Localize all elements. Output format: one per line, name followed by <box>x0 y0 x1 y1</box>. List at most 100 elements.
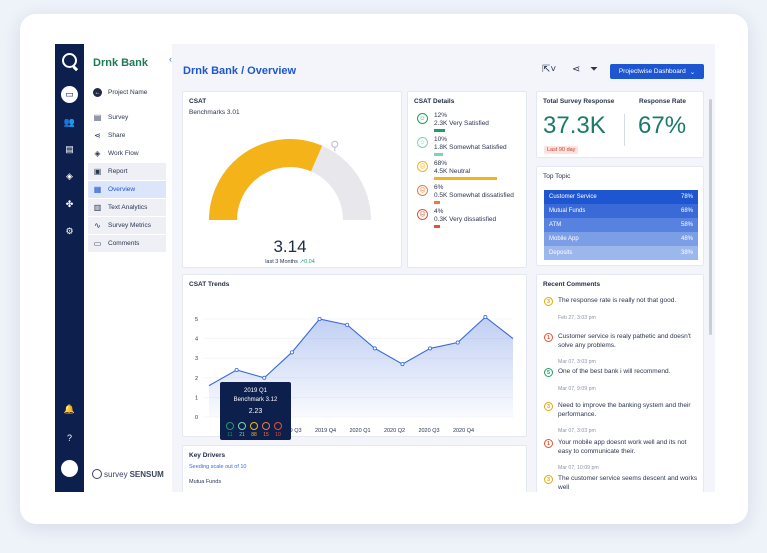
comment-score-badge: 3 <box>544 297 553 306</box>
help-icon[interactable]: ? <box>66 432 72 443</box>
sentiment-face-icon: ☹ <box>417 161 428 172</box>
sidebar-item-label: Work Flow <box>108 150 139 157</box>
topic-row[interactable]: Mutual Funds 68% <box>544 204 698 218</box>
share-icon[interactable]: ⋖ <box>572 64 581 75</box>
sidebar-item-survey-metrics[interactable]: ∿ Survey Metrics <box>88 217 166 234</box>
dashboard-button-label: Projectwise Dashboard <box>618 68 686 75</box>
trend-point <box>455 340 460 345</box>
project-sidebar: Drnk Bank ‹ ← Project Name ▤ Survey ⋖ Sh… <box>84 44 172 492</box>
topic-row[interactable]: ATM 58% <box>544 218 698 232</box>
key-drivers-subtitle: Seeding scale out of 10 <box>189 464 247 470</box>
trend-point <box>428 346 433 351</box>
trend-point <box>317 317 322 322</box>
line-chart-icon: ∿ <box>94 221 101 230</box>
tooltip-count: 21 <box>239 432 245 438</box>
y-tick-label: 3 <box>195 356 198 362</box>
puzzle-icon[interactable]: ✤ <box>65 199 74 209</box>
csat-detail-bar <box>434 225 440 228</box>
trend-point <box>262 375 267 380</box>
surveysensum-logo-icon <box>92 469 102 479</box>
filter-icon[interactable]: ⏷ <box>590 64 598 75</box>
sidebar-item-comments[interactable]: ▭ Comments <box>88 235 166 252</box>
workflow-icon: ◈ <box>94 149 101 158</box>
sentiment-face-icon: ☺ <box>417 113 428 124</box>
sidebar-item-overview[interactable]: ▦ Overview <box>88 181 166 198</box>
comment-score-badge: 1 <box>544 439 553 448</box>
bell-icon[interactable]: 🔔 <box>63 404 76 414</box>
x-tick-label: 2020 Q1 <box>349 428 370 434</box>
x-tick-label: 2019 Q4 <box>315 428 336 434</box>
trend-tooltip: 2019 Q1 Benchmark 3.12 2.23 11 21 88 15 10 <box>220 382 291 440</box>
sidebar-item-label: Survey <box>108 114 129 121</box>
sidebar-item-share[interactable]: ⋖ Share <box>88 127 166 144</box>
tooltip-count: 10 <box>275 432 281 438</box>
comment-item[interactable]: 3 The customer service seems descent and … <box>544 475 704 492</box>
bar-chart-icon: ▥ <box>93 203 102 212</box>
topic-value: 58% <box>680 222 693 228</box>
topic-value: 38% <box>680 250 693 256</box>
share-icon: ⋖ <box>94 131 101 140</box>
topic-name: ATM <box>549 222 562 228</box>
csat-detail-bar <box>434 201 440 204</box>
sidebar-item-workflow[interactable]: ◈ Work Flow <box>88 145 166 162</box>
chevron-down-icon: ⌄ <box>689 68 696 76</box>
x-tick-label: 2019 Q3 <box>280 428 301 434</box>
scrollbar[interactable] <box>709 99 712 335</box>
comment-item[interactable]: 1 Customer service is realy pathetic and … <box>544 333 704 367</box>
topic-row[interactable]: Deposits 38% <box>544 246 698 260</box>
sidebar-item-survey[interactable]: ▤ Survey <box>88 109 166 126</box>
survey-icon: ▤ <box>93 113 102 122</box>
csat-detail-label: 4.5K Neutral <box>434 168 471 175</box>
topic-row[interactable]: Mobile App 48% <box>544 232 698 246</box>
gear-icon[interactable]: ⚙ <box>65 226 74 236</box>
csat-period-line: last 3 Months ↗0.04 <box>183 259 397 265</box>
project-name-label: Project Name <box>108 89 148 96</box>
top-topic-card: Top Topic Customer Service 78% Mutual Fund… <box>536 166 704 266</box>
app-window: ▭ 👥 ▤ ◈ ✤ ⚙ 🔔 ? Drnk Bank ‹ ← Project Na… <box>55 44 715 492</box>
comment-text: One of the best bank i will recommend. <box>558 368 671 375</box>
project-name-link[interactable]: ← Project Name <box>88 84 166 101</box>
export-icon[interactable]: ⇱˅ <box>542 64 557 75</box>
message-icon[interactable]: ▤ <box>65 144 74 154</box>
csat-detail-percent: 68% <box>434 160 448 167</box>
csat-title: CSAT <box>189 98 207 105</box>
tooltip-sentiment-icon <box>226 422 234 430</box>
comment-score-badge: 5 <box>544 368 553 377</box>
comment-item[interactable]: 1 Your mobile app doesnt work well and it… <box>544 439 704 473</box>
tooltip-sentiment-icon <box>238 422 246 430</box>
comment-item[interactable]: 5 One of the best bank i will recommend. M… <box>544 368 704 402</box>
response-stats-card: Total Survey Response 37.3K Last 90 day … <box>536 91 704 158</box>
comment-item[interactable]: 3 Need to improve the banking system and … <box>544 402 704 436</box>
top-topic-title: Top Topic <box>543 173 571 180</box>
app-logo-icon[interactable] <box>62 53 77 68</box>
benchmark-pin-icon <box>331 140 339 152</box>
topic-name: Mutual Funds <box>549 208 586 214</box>
sidebar-item-label: Overview <box>108 186 136 193</box>
gauge-fill <box>209 139 323 221</box>
csat-details-card: CSAT Details ☺ 12% 2.3K Very Satisfied ☺ 10%… <box>407 91 527 268</box>
collapse-sidebar-icon[interactable]: ‹ <box>169 54 172 64</box>
avatar[interactable] <box>61 460 78 477</box>
folder-icon[interactable]: ▭ <box>61 86 78 103</box>
users-icon[interactable]: 👥 <box>63 117 76 127</box>
csat-detail-bar <box>434 177 497 180</box>
response-rate-value: 67% <box>638 112 687 139</box>
recent-comments-card: Recent Comments 3 The response rate is re… <box>536 274 704 492</box>
topic-value: 48% <box>680 236 693 242</box>
projectwise-dashboard-button[interactable]: Projectwise Dashboard ⌄ <box>610 64 704 79</box>
tooltip-count: 88 <box>251 432 257 438</box>
sidebar-item-text-analytics[interactable]: ▥ Text Analytics <box>88 199 166 216</box>
comment-item[interactable]: 3 The response rate is really not that go… <box>544 297 704 331</box>
trend-point <box>400 362 405 367</box>
csat-trends-title: CSAT Trends <box>189 281 230 288</box>
comment-text: The response rate is really not that goo… <box>558 297 677 304</box>
comment-score-badge: 3 <box>544 402 553 411</box>
sidebar-item-report[interactable]: ▣ Report <box>88 163 166 180</box>
diamond-icon[interactable]: ◈ <box>66 171 73 181</box>
trend-line <box>208 316 514 387</box>
topic-row[interactable]: Customer Service 78% <box>544 190 698 204</box>
tooltip-value: 2.23 <box>248 408 263 415</box>
sidebar-item-label: Survey Metrics <box>108 222 151 229</box>
response-rate-label: Response Rate <box>639 98 686 105</box>
key-drivers-card: Key Drivers Seeding scale out of 10 Mutu… <box>182 445 527 492</box>
